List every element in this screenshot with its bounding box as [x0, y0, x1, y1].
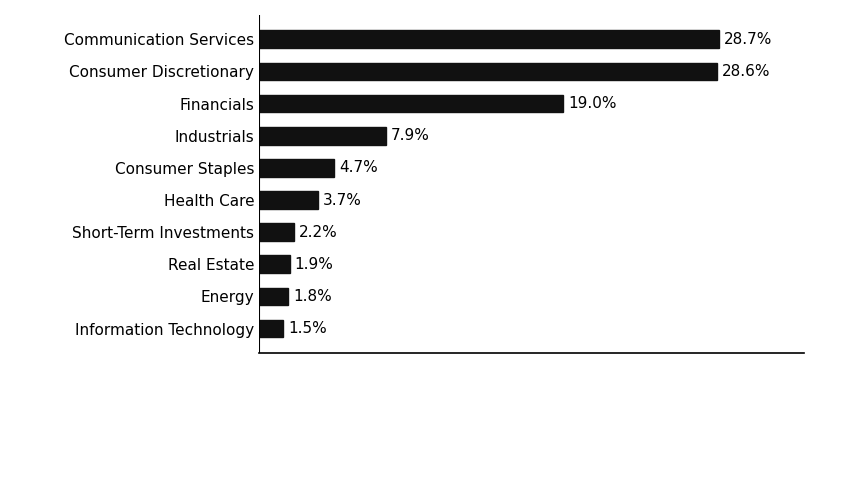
Bar	[259, 223, 295, 241]
Bar	[259, 159, 334, 177]
Text: 1.5%: 1.5%	[288, 321, 327, 336]
Bar	[259, 95, 563, 112]
Bar	[259, 320, 283, 338]
Bar	[259, 127, 385, 145]
Text: 1.8%: 1.8%	[293, 289, 332, 304]
Bar	[259, 256, 289, 273]
Bar	[259, 30, 719, 48]
Bar	[259, 62, 717, 80]
Text: 28.7%: 28.7%	[723, 32, 772, 47]
Text: 1.9%: 1.9%	[295, 257, 334, 272]
Bar	[259, 191, 319, 209]
Text: 4.7%: 4.7%	[340, 160, 378, 175]
Bar	[259, 288, 288, 305]
Text: 3.7%: 3.7%	[323, 193, 362, 208]
Text: 7.9%: 7.9%	[391, 128, 429, 143]
Text: 19.0%: 19.0%	[569, 96, 617, 111]
Text: 28.6%: 28.6%	[722, 64, 771, 79]
Text: 2.2%: 2.2%	[299, 225, 338, 240]
